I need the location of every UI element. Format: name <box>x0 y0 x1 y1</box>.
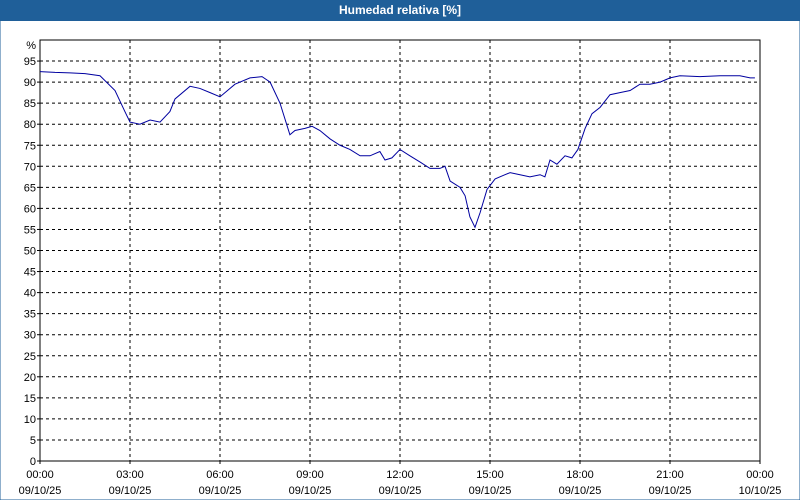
y-tick-label: 25 <box>24 351 36 363</box>
y-tick-label: 60 <box>24 203 36 215</box>
y-tick-label: 90 <box>24 77 36 89</box>
y-tick-label: 40 <box>24 288 36 300</box>
y-tick-label: 95 <box>24 56 36 68</box>
y-tick-label: 30 <box>24 330 36 342</box>
x-tick-label: 21:00 <box>656 469 684 481</box>
y-tick-label: 50 <box>24 246 36 258</box>
plot-border <box>39 39 761 462</box>
y-tick-label: 55 <box>24 224 36 236</box>
x-tick-label: 00:00 <box>26 469 54 481</box>
x-tick-date: 09/10/25 <box>19 485 62 497</box>
x-tick-label: 12:00 <box>386 469 414 481</box>
y-tick-label: 85 <box>24 98 36 110</box>
title-bar <box>0 0 800 21</box>
x-tick-date: 09/10/25 <box>109 485 152 497</box>
x-tick-date: 09/10/25 <box>559 485 602 497</box>
y-tick-label: 5 <box>30 435 36 447</box>
x-tick-label: 09:00 <box>296 469 324 481</box>
y-tick-label: 10 <box>24 414 36 426</box>
x-tick-date: 09/10/25 <box>199 485 242 497</box>
x-tick-date: 09/10/25 <box>379 485 422 497</box>
y-tick-label: 45 <box>24 267 36 279</box>
chart-title: Humedad relativa [%] <box>339 3 461 17</box>
y-tick-label: 70 <box>24 161 36 173</box>
x-tick-label: 18:00 <box>566 469 594 481</box>
y-tick-label: 0 <box>30 456 36 468</box>
y-tick-label: 20 <box>24 372 36 384</box>
x-tick-label: 03:00 <box>116 469 144 481</box>
x-tick-date: 09/10/25 <box>649 485 692 497</box>
x-tick-label: 15:00 <box>476 469 504 481</box>
y-tick-label: 75 <box>24 140 36 152</box>
y-tick-label: 15 <box>24 393 36 405</box>
x-tick-date: 09/10/25 <box>469 485 512 497</box>
y-tick-label: 65 <box>24 182 36 194</box>
data-line <box>39 71 755 229</box>
y-axis-label: % <box>26 40 36 52</box>
x-tick-label: 06:00 <box>206 469 234 481</box>
x-tick-label: 00:00 <box>746 469 774 481</box>
x-tick-date: 10/10/25 <box>739 485 782 497</box>
y-tick-label: 80 <box>24 119 36 131</box>
x-tick-date: 09/10/25 <box>289 485 332 497</box>
y-tick-label: 35 <box>24 309 36 321</box>
